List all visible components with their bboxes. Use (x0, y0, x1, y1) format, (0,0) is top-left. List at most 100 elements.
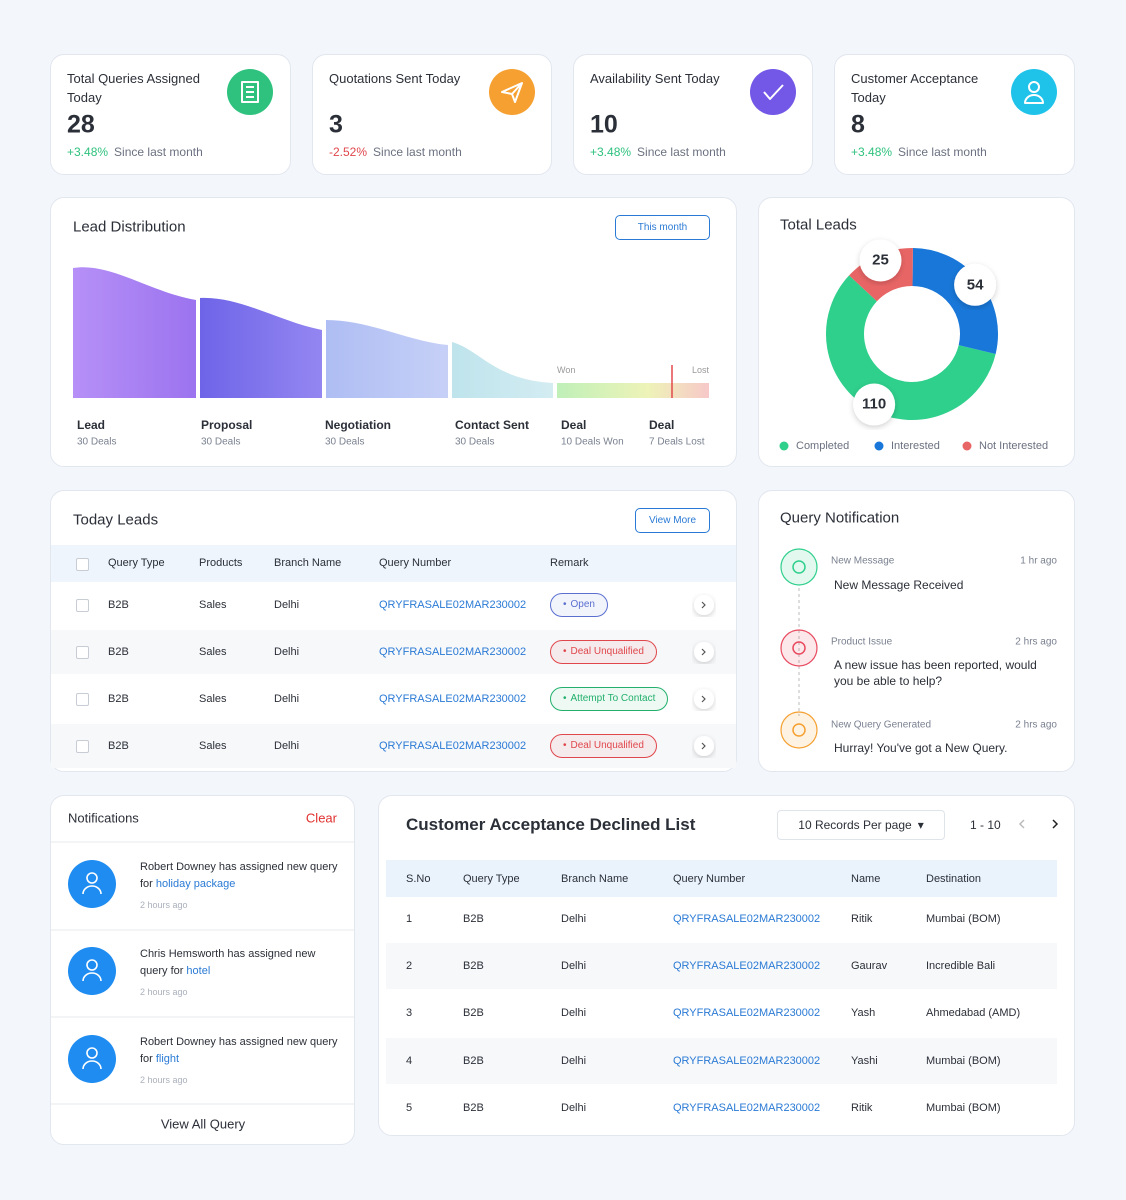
cell: Yashi (851, 1055, 878, 1067)
row-arrow[interactable] (694, 689, 714, 709)
cell: QRYFRASALE02MAR230002 (673, 1055, 821, 1067)
cell: B2B (108, 599, 129, 611)
stat-change: +3.48% Since last month (590, 145, 726, 159)
column-header: Branch Name (561, 873, 629, 885)
stat-title: Total Queries Assigned Today (67, 71, 200, 105)
cell: B2B (463, 1007, 484, 1019)
legend-label: Completed (796, 440, 850, 452)
stage-deals: 10 Deals Won (561, 436, 624, 448)
cell: Delhi (561, 913, 587, 925)
cell: QRYFRASALE02MAR230002 (673, 913, 821, 925)
checkbox[interactable] (76, 740, 89, 753)
view-all-button[interactable]: View All Query (160, 1116, 246, 1132)
column-header: Query Type (108, 557, 165, 569)
checkbox[interactable] (76, 558, 89, 571)
page-range: 1 - 10 (970, 818, 1001, 832)
row-band (386, 1038, 1057, 1084)
prev-page[interactable] (1018, 819, 1025, 829)
cell: B2B (108, 646, 129, 658)
column-header: Products (199, 557, 243, 569)
cell: 3 (406, 1007, 413, 1019)
icon-dot (792, 641, 806, 655)
cell: QRYFRASALE02MAR230002 (379, 740, 527, 752)
stage-name: Lead (77, 418, 106, 432)
cell: Delhi (274, 599, 300, 611)
avatar (68, 947, 116, 995)
notification-time: 2 hours ago (140, 987, 188, 997)
per-page-dropdown[interactable]: 10 Records Per page ▾ (777, 810, 945, 840)
segment-value: 110 (862, 395, 887, 413)
card-title: Total Leads (780, 216, 857, 234)
link[interactable]: flight (155, 1053, 180, 1065)
cell: QRYFRASALE02MAR230002 (673, 1102, 821, 1114)
value-bubble (859, 239, 902, 282)
legend-label: Not Interested (979, 440, 1049, 452)
item-type: New Query Generated (831, 719, 932, 731)
lost-label: Lost (691, 365, 709, 375)
note: Since last month (898, 145, 987, 159)
checkbox[interactable] (76, 693, 89, 706)
link[interactable]: hotel (186, 965, 211, 977)
cell: 2 (406, 960, 413, 972)
avatar-glyph (82, 959, 102, 982)
avatar (68, 1035, 116, 1083)
chevron (701, 742, 706, 750)
row-arrow[interactable] (694, 642, 714, 662)
legend-swatch (874, 441, 884, 451)
caret: ▾ (917, 818, 924, 832)
stat-change: +3.48% Since last month (851, 145, 987, 159)
legend-label: Interested (891, 440, 940, 452)
notification-time: 2 hours ago (140, 1075, 188, 1085)
checkbox[interactable] (76, 599, 89, 612)
notification-icon (780, 548, 818, 586)
segment-value: 25 (872, 251, 889, 269)
stat-icon (489, 69, 535, 115)
stat-title: Customer Acceptance Today (851, 71, 979, 105)
cell: Delhi (274, 740, 300, 752)
text: Chris Hemsworth has assigned new query f… (140, 948, 316, 977)
notification-text: Robert Downey has assigned new query for… (140, 1034, 345, 1068)
stat-title: Availability Sent Today (590, 71, 720, 86)
avatar-glyph (82, 1047, 102, 1070)
item-time: 2 hrs ago (1015, 636, 1057, 648)
card (50, 795, 355, 1145)
note: Since last month (114, 145, 203, 159)
row-arrow[interactable] (694, 595, 714, 615)
item-message: Hurray! You've got a New Query. (834, 741, 1008, 755)
remark-pill: Deal Unqualified (550, 734, 657, 758)
cell: B2B (108, 740, 129, 752)
cell: Sales (199, 740, 227, 752)
cell: Sales (199, 693, 227, 705)
item-message: New Message Received (834, 578, 964, 592)
stage-deals: 7 Deals Lost (649, 436, 705, 448)
card-title: Notifications (68, 810, 139, 826)
item-time: 1 hr ago (1020, 555, 1057, 567)
card-title: Customer Acceptance Declined List (406, 815, 696, 834)
row-arrow[interactable] (694, 736, 714, 756)
checkbox[interactable] (76, 646, 89, 659)
cell: QRYFRASALE02MAR230002 (379, 693, 527, 705)
stat-change: +3.48% Since last month (67, 145, 203, 159)
clear-button[interactable]: Clear (305, 810, 337, 826)
cell: Delhi (561, 1055, 587, 1067)
row-band (51, 545, 736, 582)
row-band (386, 860, 1057, 897)
filter-button[interactable]: This month (615, 215, 710, 240)
filter-label: This month (637, 222, 688, 233)
cell: QRYFRASALE02MAR230002 (673, 960, 821, 972)
cell: QRYFRASALE02MAR230002 (673, 1007, 821, 1019)
link[interactable]: holiday package (155, 878, 236, 890)
segment-value: 54 (966, 276, 984, 294)
next-page[interactable] (1052, 819, 1059, 829)
cell: Delhi (561, 960, 587, 972)
item-type: New Message (831, 555, 895, 567)
column-header: Query Number (673, 873, 746, 885)
cell: Ahmedabad (AMD) (926, 1007, 1021, 1019)
row-band (386, 943, 1057, 989)
view-more-button[interactable]: View More (635, 508, 710, 533)
cell: Delhi (274, 646, 300, 658)
chevron (701, 648, 706, 656)
column-header: Destination (926, 873, 982, 885)
per-page-label: 10 Records Per page (798, 818, 912, 832)
column-header: Query Number (379, 557, 452, 569)
